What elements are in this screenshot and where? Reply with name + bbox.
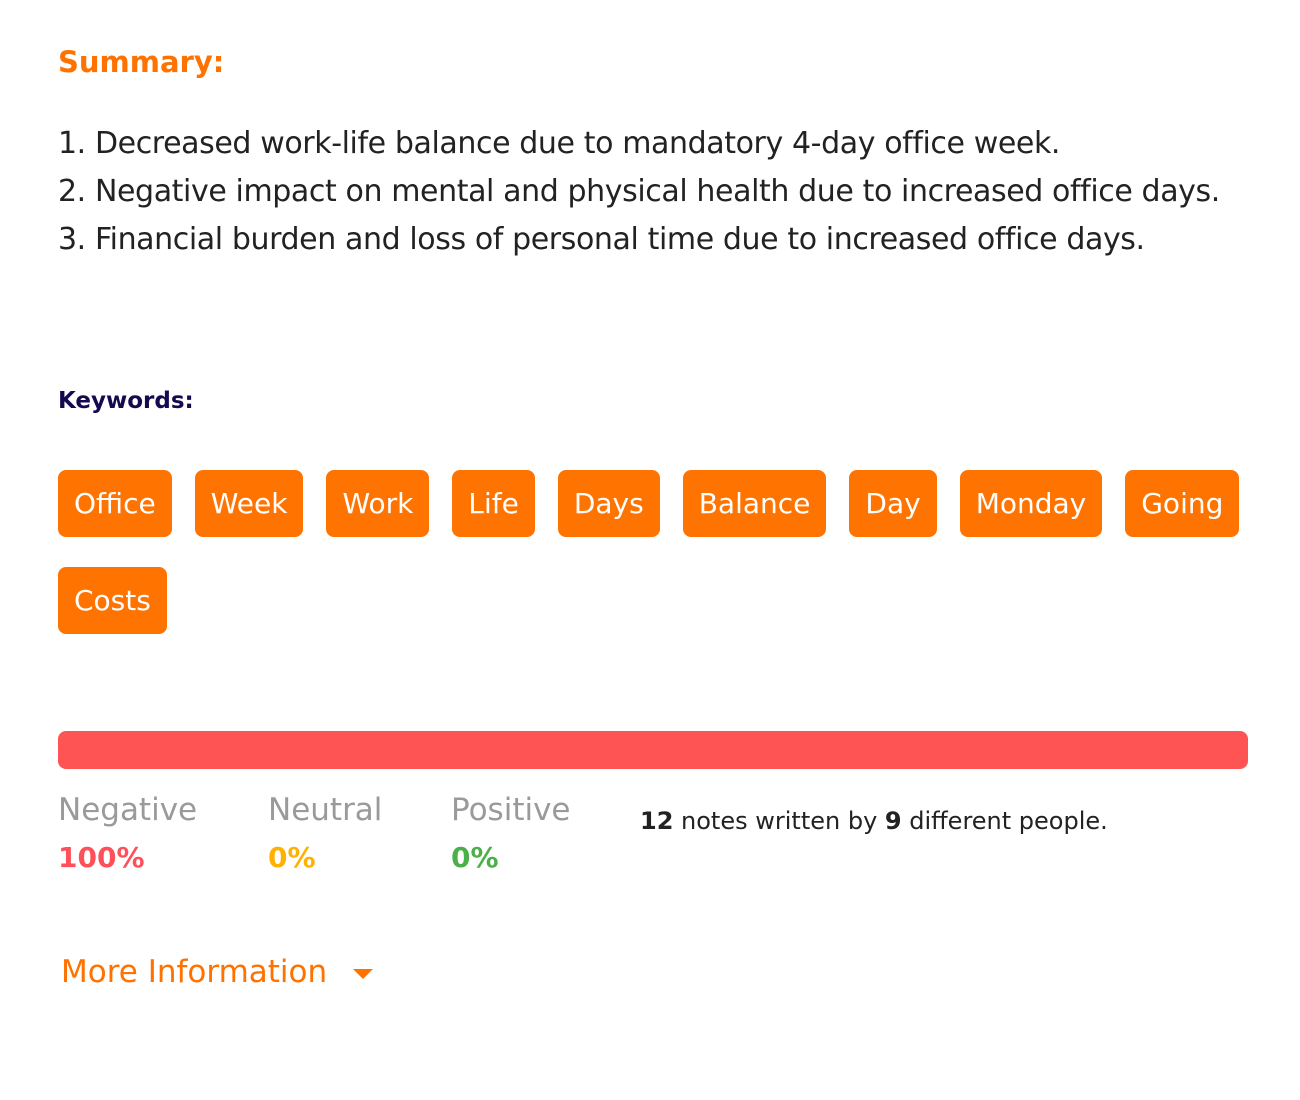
keyword-tag-balance[interactable]: Balance — [682, 470, 827, 537]
sentiment-bar-negative-fill — [58, 731, 1248, 769]
positive-value: 0% — [451, 841, 499, 874]
keyword-tag-life[interactable]: Life — [452, 470, 535, 537]
summary-item: 3. Financial burden and loss of personal… — [58, 222, 1145, 257]
keyword-list: Office Week Work Life Days Balance Day M… — [58, 470, 1248, 634]
keyword-tag-week[interactable]: Week — [194, 470, 304, 537]
keywords-heading: Keywords: — [58, 388, 194, 414]
keyword-tag-work[interactable]: Work — [326, 470, 430, 537]
summary-list: 1. Decreased work-life balance due to ma… — [58, 120, 1273, 264]
keyword-tag-day[interactable]: Day — [849, 470, 937, 537]
keyword-tag-office[interactable]: Office — [58, 470, 172, 537]
positive-label: Positive — [451, 792, 571, 828]
notes-count: 12 — [640, 807, 674, 835]
people-count: 9 — [884, 807, 902, 835]
keyword-tag-monday[interactable]: Monday — [959, 470, 1103, 537]
notes-text-mid: notes written by — [673, 807, 885, 835]
neutral-label: Neutral — [268, 792, 383, 828]
neutral-stat: Neutral 0% — [268, 790, 382, 878]
keyword-tag-going[interactable]: Going — [1125, 470, 1240, 537]
negative-label: Negative — [58, 792, 198, 828]
negative-value: 100% — [58, 841, 145, 874]
negative-stat: Negative 100% — [58, 790, 197, 878]
keyword-tag-costs[interactable]: Costs — [58, 567, 167, 634]
more-information-label: More Information — [61, 954, 328, 990]
sentiment-bar — [58, 731, 1248, 769]
notes-summary: 12 notes written by 9 different people. — [640, 804, 1108, 838]
summary-heading: Summary: — [58, 45, 225, 79]
keyword-tag-days[interactable]: Days — [557, 470, 660, 537]
notes-text-end: different people. — [901, 807, 1108, 835]
summary-item: 1. Decreased work-life balance due to ma… — [58, 126, 1061, 161]
neutral-value: 0% — [268, 841, 316, 874]
positive-stat: Positive 0% — [451, 790, 571, 878]
caret-down-icon — [353, 969, 374, 979]
more-information-toggle[interactable]: More Information — [61, 952, 374, 992]
summary-item: 2. Negative impact on mental and physica… — [58, 174, 1220, 209]
